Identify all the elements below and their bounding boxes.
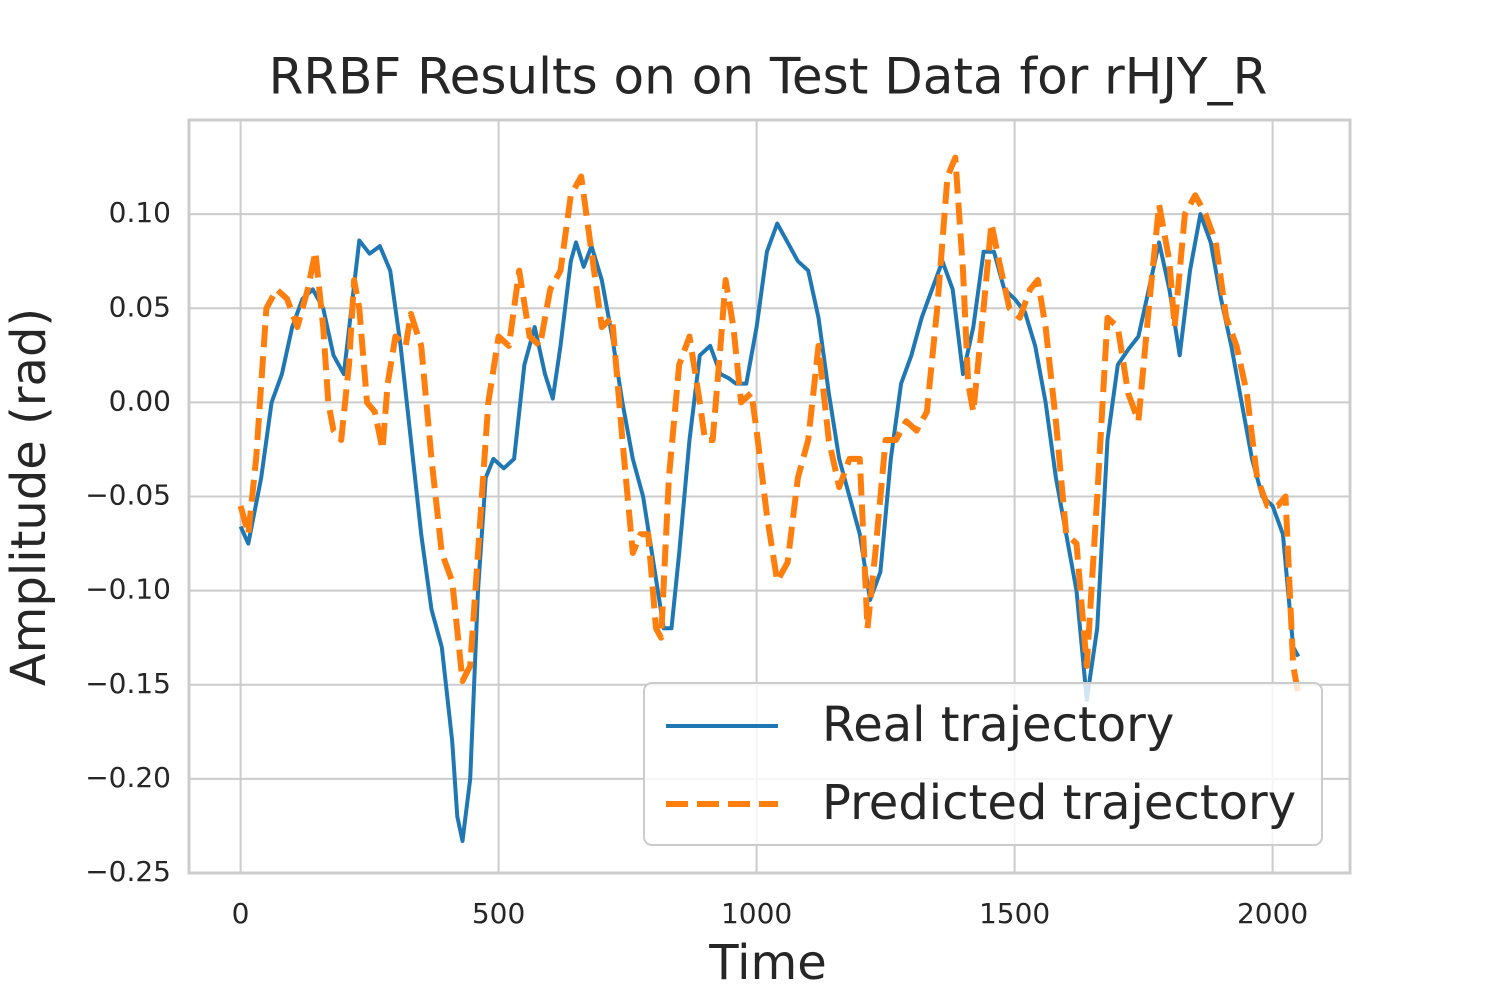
series-line — [238, 212, 1301, 843]
x-tick-label: 1000 — [721, 897, 792, 930]
x-tick-label: 1500 — [979, 897, 1050, 930]
legend-box — [643, 682, 1323, 846]
y-axis-label: Amplitude (rad) — [1, 308, 57, 686]
chart-title: RRBF Results on on Test Data for rHJY_R — [269, 48, 1268, 106]
x-axis-label: Time — [708, 935, 826, 991]
y-tick-label: 0.10 — [109, 196, 171, 229]
x-tick-label: 0 — [232, 897, 250, 930]
y-tick-label: −0.20 — [85, 761, 171, 794]
legend-label: Predicted trajectory — [822, 775, 1296, 831]
x-tick-label: 2000 — [1237, 897, 1308, 930]
legend-label: Real trajectory — [822, 697, 1174, 753]
y-tick-label: 0.05 — [109, 290, 171, 323]
y-tick-label: −0.25 — [85, 855, 171, 888]
x-tick-label: 500 — [472, 897, 525, 930]
series-line — [237, 154, 1302, 695]
y-tick-label: −0.05 — [85, 479, 171, 512]
y-tick-label: −0.10 — [85, 573, 171, 606]
y-tick-label: 0.00 — [109, 384, 171, 417]
plot-frame — [187, 118, 1352, 875]
y-tick-label: −0.15 — [85, 667, 171, 700]
